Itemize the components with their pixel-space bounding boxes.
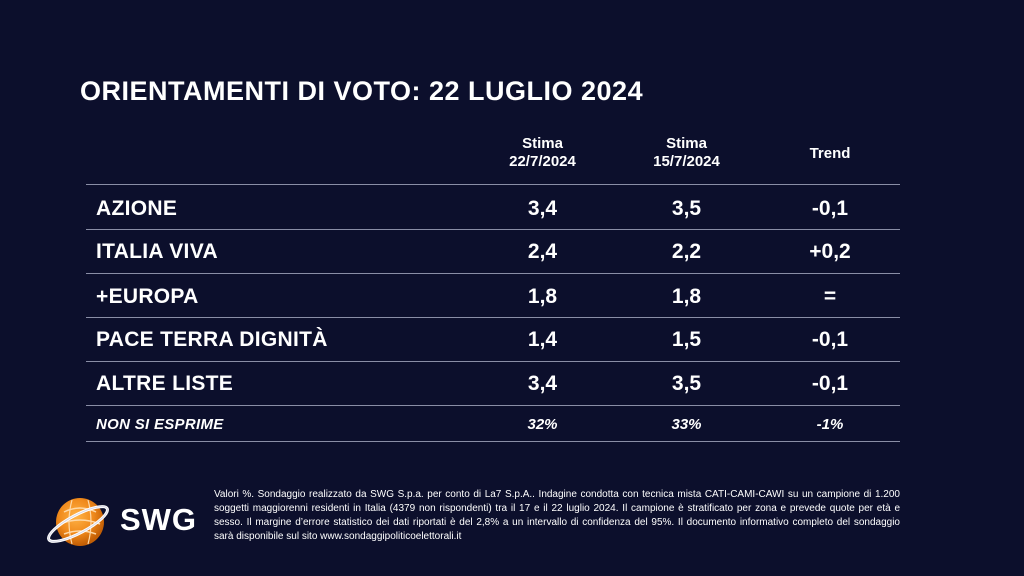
party-label: NON SI ESPRIME xyxy=(96,416,224,433)
table-row: +EUROPA 1,8 1,8 = xyxy=(86,275,900,319)
stima-15-value: 1,5 xyxy=(671,328,702,351)
table-divider xyxy=(86,361,900,362)
party-label: ALTRE LISTE xyxy=(96,372,234,395)
header-stima-22: Stima 22/7/2024 xyxy=(470,135,615,171)
header-stima-15-label: Stima xyxy=(666,135,707,152)
trend-value: -0,1 xyxy=(811,328,849,351)
trend-value: -1% xyxy=(816,416,844,433)
stima-15-value: 33% xyxy=(671,416,702,433)
table-divider xyxy=(86,229,900,230)
header-stima-22-date: 22/7/2024 xyxy=(509,153,576,170)
table-row: ITALIA VIVA 2,4 2,2 +0,2 xyxy=(86,230,900,274)
page-title: ORIENTAMENTI DI VOTO: 22 LUGLIO 2024 xyxy=(80,76,644,106)
table-divider xyxy=(86,184,900,185)
stima-22-value: 1,4 xyxy=(527,328,558,351)
party-label: +EUROPA xyxy=(96,285,199,308)
table-row: ALTRE LISTE 3,4 3,5 -0,1 xyxy=(86,362,900,406)
table-row: AZIONE 3,4 3,5 -0,1 xyxy=(86,187,900,231)
header-trend: Trend xyxy=(809,145,851,162)
swg-logo: SWG xyxy=(44,488,204,558)
stima-22-value: 3,4 xyxy=(527,197,558,220)
stima-22-value: 32% xyxy=(527,416,558,433)
table-divider xyxy=(86,405,900,406)
table-row-non-si-esprime: NON SI ESPRIME 32% 33% -1% xyxy=(86,403,900,447)
stima-22-value: 1,8 xyxy=(527,285,558,308)
table-divider xyxy=(86,317,900,318)
table-row: PACE TERRA DIGNITÀ 1,4 1,5 -0,1 xyxy=(86,318,900,362)
party-label: PACE TERRA DIGNITÀ xyxy=(96,328,328,351)
swg-logo-text: SWG xyxy=(120,502,198,537)
header-stima-15-date: 15/7/2024 xyxy=(653,153,720,170)
party-label: ITALIA VIVA xyxy=(96,240,218,263)
swg-globe-icon xyxy=(47,498,109,546)
trend-value: -0,1 xyxy=(811,197,849,220)
stima-15-value: 3,5 xyxy=(671,372,702,395)
table-divider xyxy=(86,273,900,274)
trend-value: -0,1 xyxy=(811,372,849,395)
trend-value: +0,2 xyxy=(809,240,851,263)
party-label: AZIONE xyxy=(96,197,178,220)
header-stima-22-label: Stima xyxy=(522,135,563,152)
methodology-note: Valori %. Sondaggio realizzato da SWG S.… xyxy=(214,489,900,542)
stima-15-value: 1,8 xyxy=(671,285,702,308)
stima-22-value: 3,4 xyxy=(527,372,558,395)
stima-15-value: 3,5 xyxy=(671,197,702,220)
header-stima-15: Stima 15/7/2024 xyxy=(614,135,759,171)
stima-22-value: 2,4 xyxy=(527,240,558,263)
trend-value: = xyxy=(823,285,837,308)
stima-15-value: 2,2 xyxy=(671,240,702,263)
table-divider xyxy=(86,441,900,442)
